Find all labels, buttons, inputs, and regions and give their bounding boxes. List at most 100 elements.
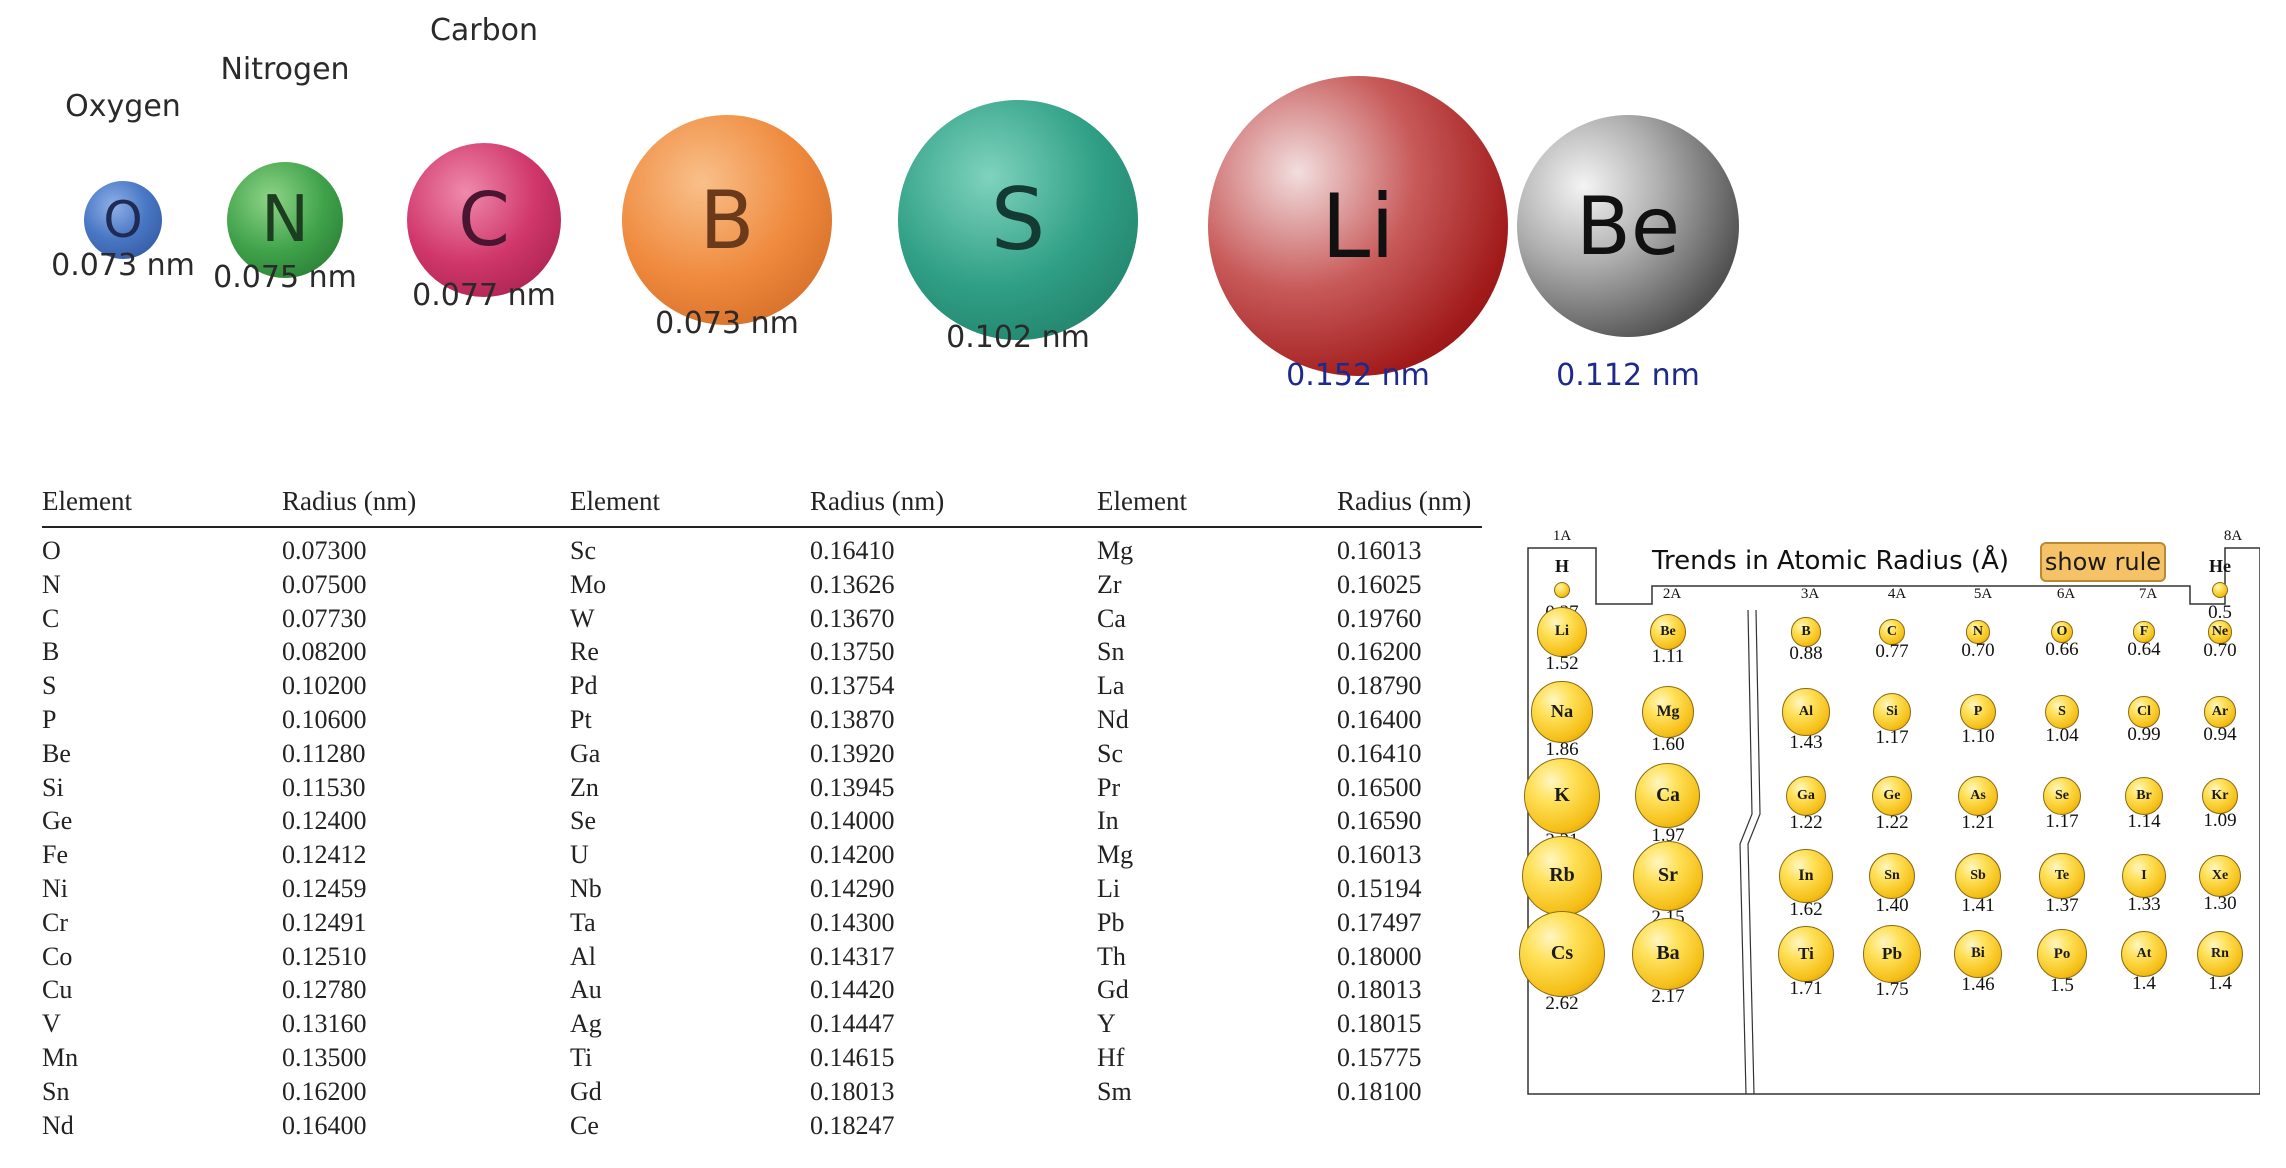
element-orb: Ne xyxy=(2208,620,2232,644)
atom-sphere: Li xyxy=(1208,76,1508,376)
table-row: S 0.10200 Pd 0.13754 La 0.18790 xyxy=(42,663,1482,700)
cell-element: La xyxy=(1097,671,1125,701)
atom-sphere: C xyxy=(407,143,561,297)
atom-radius: 0.152 nm xyxy=(1286,358,1430,393)
element-radius-value: 1.17 xyxy=(2045,811,2079,833)
header-element-3: Element xyxy=(1097,486,1187,516)
group-label-7a: 7A xyxy=(2138,586,2158,602)
atomic-radius-trends-panel: Trends in Atomic Radius (Å) show rule 1A… xyxy=(1518,524,2260,1104)
table-row: N 0.07500 Mo 0.13626 Zr 0.16025 xyxy=(42,562,1482,599)
atom-sphere: O xyxy=(84,181,162,259)
atom-radius: 0.073 nm xyxy=(655,306,799,341)
cell-element: Mn xyxy=(42,1042,79,1072)
element-radius-value: 0.99 xyxy=(2127,724,2161,746)
cell-radius: 0.12412 xyxy=(282,840,367,870)
atom-radius: 0.077 nm xyxy=(412,278,556,313)
element-radius-value: 1.37 xyxy=(2045,894,2079,916)
element-orb: Li xyxy=(1536,606,1588,658)
atom-boron: BoronB0.073 nm xyxy=(622,115,832,341)
cell-radius: 0.13870 xyxy=(810,704,895,734)
table-row: C 0.07730 W 0.13670 Ca 0.19760 xyxy=(42,596,1482,633)
cell-radius: 0.14200 xyxy=(810,840,895,870)
show-rule-button[interactable]: show rule xyxy=(2040,542,2166,582)
element-radius-value: 1.21 xyxy=(1961,811,1995,833)
element-orb: Kr xyxy=(2202,778,2238,814)
element-orb: Sr xyxy=(1632,840,1704,912)
cell-radius: 0.18790 xyxy=(1337,671,1422,701)
header-element-2: Element xyxy=(570,486,660,516)
element-orb: Xe xyxy=(2198,854,2242,898)
atom-oxygen: Oxygen O 0.073 nm xyxy=(51,89,195,283)
element-orb: Rn xyxy=(2196,930,2244,978)
element-orb: N xyxy=(1966,620,1990,644)
cell-element: O xyxy=(42,536,61,565)
element-radius-value: 2.62 xyxy=(1545,993,1579,1015)
cell-element: Ge xyxy=(42,806,73,836)
element-orb: Ti xyxy=(1777,925,1835,983)
cell-element: S xyxy=(42,671,57,701)
cell-radius: 0.14317 xyxy=(810,941,895,971)
element-orb: Se xyxy=(2042,776,2082,816)
cell-radius: 0.16200 xyxy=(1337,637,1422,667)
cell-radius: 0.14290 xyxy=(810,873,895,903)
table-row: Be 0.11280 Ga 0.13920 Sc 0.16410 xyxy=(42,731,1482,768)
group-label-3a: 3A xyxy=(1800,586,1820,602)
cell-radius: 0.16200 xyxy=(282,1076,367,1106)
element-orb: Ge xyxy=(1871,775,1913,817)
element-radius-value: 1.14 xyxy=(2127,810,2161,832)
element-orb: At xyxy=(2120,930,2168,978)
element-orb: Si xyxy=(1872,692,1912,732)
element-radius-value: 1.40 xyxy=(1875,895,1909,917)
cell-radius: 0.18013 xyxy=(810,1076,895,1106)
atom-name: Carbon xyxy=(429,13,539,48)
cell-element: Ca xyxy=(1097,603,1126,633)
cell-element: Nd xyxy=(42,1110,74,1140)
cell-element: Zr xyxy=(1097,569,1122,599)
element-orb: Sn xyxy=(1868,852,1916,900)
cell-element: B xyxy=(42,637,60,667)
cell-element: Mg xyxy=(1097,536,1134,565)
element-orb: Pb xyxy=(1863,925,1921,983)
cell-element: Ag xyxy=(570,1009,602,1039)
table-row: V 0.13160 Ag 0.14447 Y 0.18015 xyxy=(42,1001,1482,1038)
element-radius-value: 1.71 xyxy=(1789,978,1823,1000)
cell-element: Co xyxy=(42,941,73,971)
element-radius-value: 1.22 xyxy=(1789,812,1823,834)
cell-element: Cr xyxy=(42,907,68,937)
cell-radius: 0.16400 xyxy=(282,1110,367,1140)
element-radius-value: 0.66 xyxy=(2045,638,2079,660)
cell-radius: 0.16410 xyxy=(1337,738,1422,768)
element-orb: Bi xyxy=(1953,929,2003,979)
group-label-1a: 1A xyxy=(1552,528,1572,544)
cell-radius: 0.07730 xyxy=(282,603,367,633)
atom-radius: 0.102 nm xyxy=(946,320,1090,355)
cell-element: Ti xyxy=(570,1042,593,1072)
cell-element: Al xyxy=(570,941,596,971)
group-label-5a: 5A xyxy=(1973,586,1993,602)
atom-radius: 0.073 nm xyxy=(51,248,195,283)
element-orb xyxy=(1554,582,1570,598)
table-row: P 0.10600 Pt 0.13870 Nd 0.16400 xyxy=(42,697,1482,734)
element-orb: As xyxy=(1958,776,1998,816)
element-orb: Al xyxy=(1782,688,1830,736)
cell-element: C xyxy=(42,603,60,633)
atom-name: Oxygen xyxy=(65,89,181,124)
cell-radius: 0.10200 xyxy=(282,671,367,701)
header-radius-1: Radius (nm) xyxy=(282,486,417,516)
element-orb: In xyxy=(1779,849,1833,903)
element-orb: O xyxy=(2051,621,2073,643)
element-radius-value: 1.33 xyxy=(2127,893,2161,915)
element-radius-value: 1.62 xyxy=(1789,898,1823,920)
atom-name: Nitrogen xyxy=(220,52,350,87)
cell-element: Sc xyxy=(570,536,596,565)
cell-element: Gd xyxy=(1097,975,1129,1005)
cell-radius: 0.14420 xyxy=(810,975,895,1005)
cell-radius: 0.18013 xyxy=(1337,975,1422,1005)
cell-radius: 0.16410 xyxy=(810,536,895,565)
cell-radius: 0.15194 xyxy=(1337,873,1422,903)
element-symbol: He xyxy=(2209,556,2231,576)
cell-element: Th xyxy=(1097,941,1126,971)
cell-radius: 0.16590 xyxy=(1337,806,1422,836)
element-radius-value: 1.09 xyxy=(2203,809,2237,831)
cell-element: Ga xyxy=(570,738,601,768)
